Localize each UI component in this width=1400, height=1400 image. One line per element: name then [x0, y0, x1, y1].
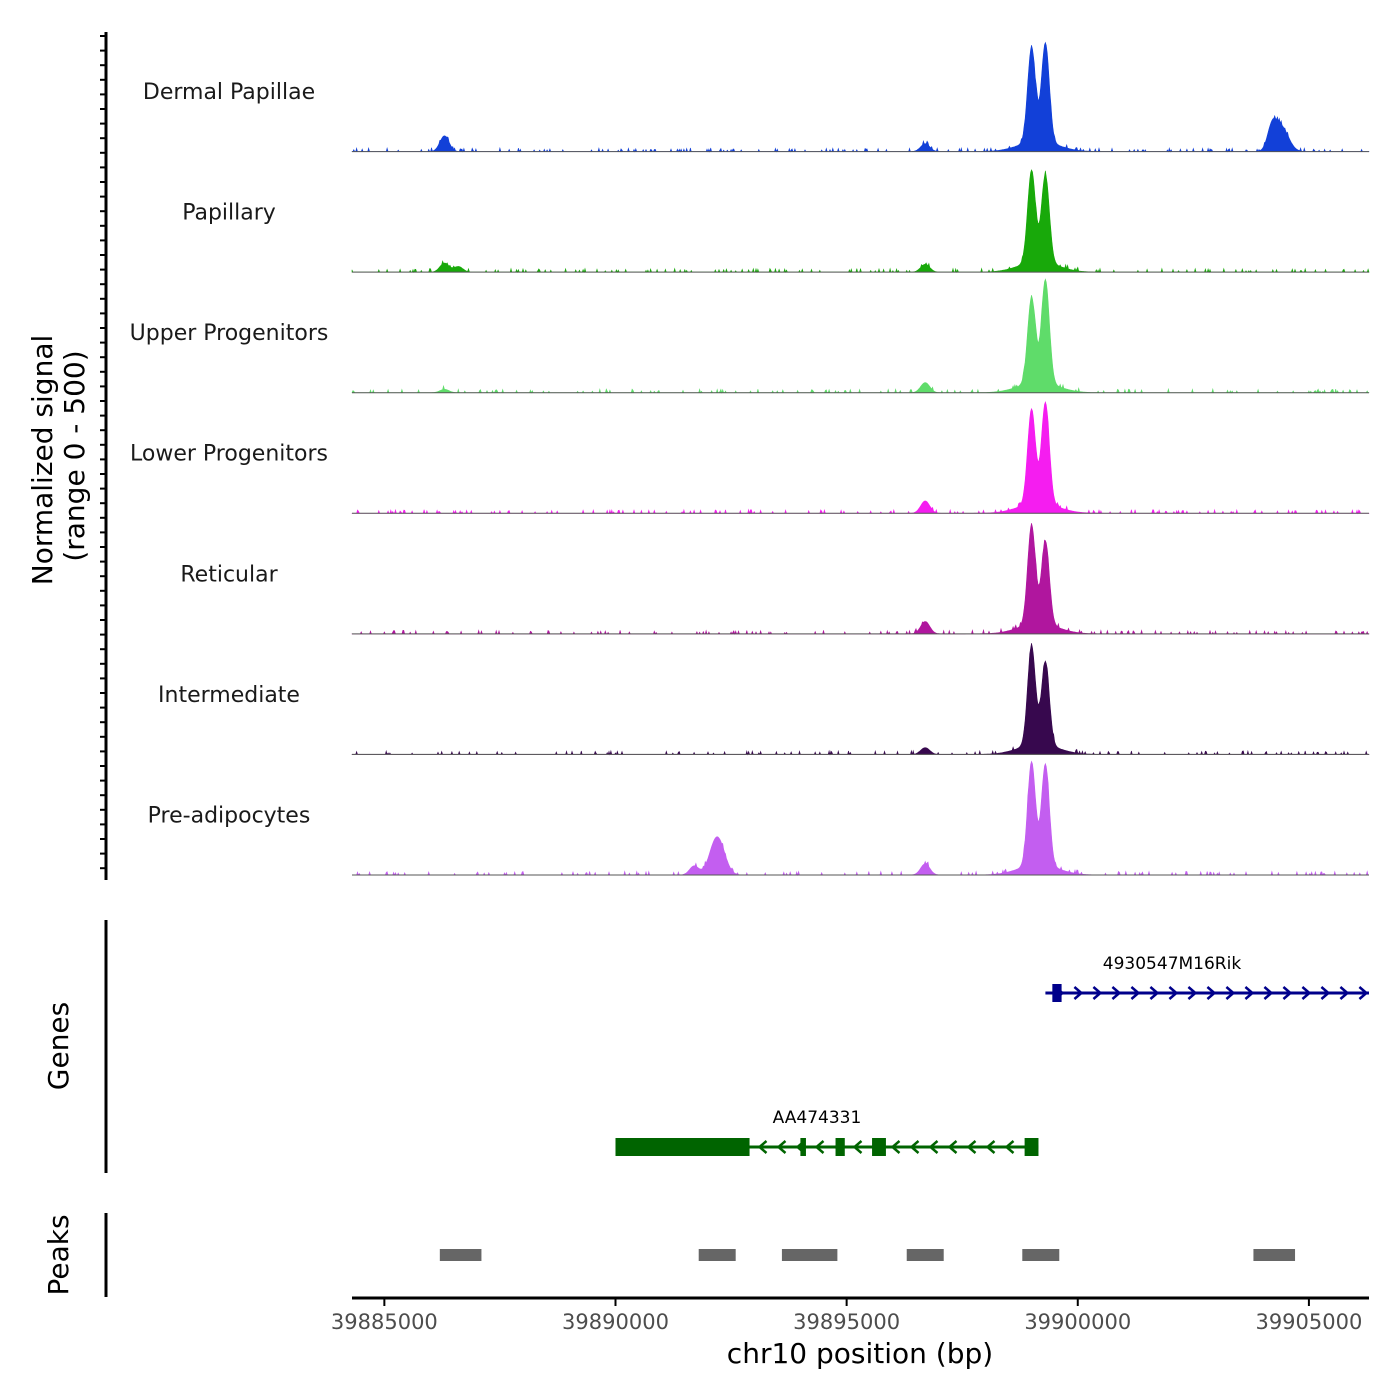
- gene-label: 4930547M16Rik: [1103, 954, 1242, 974]
- exon-block: [800, 1138, 806, 1156]
- strand-arrow: [1187, 986, 1198, 1000]
- signal-area: [351, 523, 1370, 635]
- track-label: Intermediate: [158, 683, 300, 708]
- strand-arrow: [1004, 1140, 1015, 1154]
- peak-region: [1022, 1249, 1060, 1261]
- x-axis-title: chr10 position (bp): [727, 1337, 993, 1370]
- strand-arrow: [814, 1140, 825, 1154]
- y-axis-title-group: Normalized signal (range 0 - 500): [26, 335, 91, 586]
- x-tick-label: 39885000: [331, 1310, 438, 1334]
- gene-label: AA474331: [773, 1108, 862, 1128]
- strand-arrow: [1244, 986, 1255, 1000]
- strand-arrow: [1320, 986, 1331, 1000]
- exon-block: [1052, 984, 1062, 1002]
- genes-panel-title: Genes: [42, 1002, 75, 1090]
- x-tick-label: 39895000: [793, 1310, 900, 1334]
- x-tick-label: 39890000: [562, 1310, 669, 1334]
- signal-area: [351, 643, 1370, 756]
- track-label: Lower Progenitors: [130, 442, 328, 467]
- strand-arrow: [1301, 986, 1312, 1000]
- track-label: Pre-adipocytes: [148, 803, 311, 828]
- track-label: Dermal Papillae: [143, 80, 315, 105]
- signal-area: [352, 760, 1369, 877]
- signal-area: [351, 169, 1370, 274]
- strand-arrow: [852, 1140, 863, 1154]
- strand-arrow: [890, 1140, 901, 1154]
- x-tick-label: 39900000: [1024, 1310, 1131, 1334]
- strand-arrow: [776, 1140, 787, 1154]
- strand-arrow: [1168, 986, 1179, 1000]
- peak-region: [698, 1249, 736, 1261]
- strand-arrow: [757, 1140, 768, 1154]
- strand-arrow: [1339, 986, 1350, 1000]
- exon-block: [1024, 1138, 1039, 1156]
- strand-arrow: [1092, 986, 1103, 1000]
- strand-arrow: [909, 1140, 920, 1154]
- y-axis-title: Normalized signal: [26, 335, 59, 586]
- strand-arrow: [1263, 986, 1274, 1000]
- signal-area: [351, 278, 1370, 394]
- track-label: Upper Progenitors: [130, 321, 329, 346]
- strand-arrow: [1206, 986, 1217, 1000]
- strand-arrow: [1225, 986, 1236, 1000]
- signal-area: [351, 401, 1370, 515]
- exon-block: [615, 1138, 750, 1156]
- track-label: Papillary: [182, 201, 276, 226]
- strand-arrow: [1111, 986, 1122, 1000]
- signal-tracks: Dermal Papillae Papillary Upper Progenitor…: [130, 41, 1370, 877]
- strand-arrow: [966, 1140, 977, 1154]
- gene-track: 4930547M16Rik AA474331: [104, 920, 1369, 1173]
- x-tick-label: 39905000: [1255, 1310, 1362, 1334]
- strand-arrow: [928, 1140, 939, 1154]
- peak-track: [104, 1213, 1296, 1297]
- strand-arrow: [1358, 986, 1369, 1000]
- y-axis-subtitle: (range 0 - 500): [58, 350, 91, 561]
- exon-block: [835, 1138, 845, 1156]
- strand-arrow: [1073, 986, 1084, 1000]
- peak-region: [781, 1249, 838, 1261]
- x-axis: 39885000 39890000 39895000 39900000 39905000: [331, 1296, 1369, 1334]
- signal-y-axis: [100, 32, 108, 880]
- strand-arrow: [1282, 986, 1293, 1000]
- peaks-panel-title: Peaks: [42, 1214, 75, 1295]
- peak-region: [906, 1249, 944, 1261]
- strand-arrow: [985, 1140, 996, 1154]
- exon-block: [872, 1138, 886, 1156]
- peak-region: [1253, 1249, 1296, 1261]
- strand-arrow: [1130, 986, 1141, 1000]
- peak-region: [439, 1249, 482, 1261]
- strand-arrow: [1149, 986, 1160, 1000]
- strand-arrow: [947, 1140, 958, 1154]
- track-label: Reticular: [180, 562, 278, 587]
- signal-area: [351, 41, 1370, 153]
